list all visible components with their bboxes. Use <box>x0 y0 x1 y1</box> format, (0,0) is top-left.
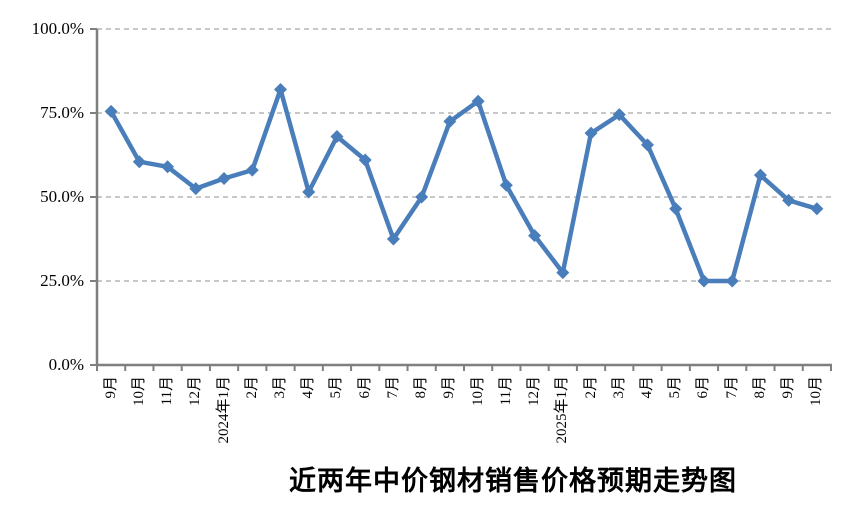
y-axis-tick-label: 25.0% <box>40 271 84 290</box>
x-axis-tick-label-text: 10月 <box>469 376 486 407</box>
x-axis-tick-label-text: 2月 <box>582 376 599 399</box>
data-point-marker <box>669 202 683 216</box>
x-axis-tick-label-text: 12月 <box>526 376 543 407</box>
data-point-marker <box>358 153 372 167</box>
x-axis-tick-label-text: 2024年1月 <box>215 376 232 444</box>
chart-title: 近两年中价钢材销售价格预期走势图 <box>289 466 737 496</box>
x-axis-tick-label-text: 9月 <box>441 376 458 399</box>
y-axis-tick-label: 75.0% <box>40 103 84 122</box>
data-point-marker <box>217 172 231 186</box>
data-point-marker <box>782 193 796 207</box>
x-axis-tick-label-text: 5月 <box>328 376 345 399</box>
x-axis-tick-label-text: 9月 <box>780 376 797 399</box>
data-point-marker <box>612 108 626 122</box>
x-axis-tick-label-text: 3月 <box>272 376 288 399</box>
y-axis-tick-label: 100.0% <box>31 19 84 38</box>
x-axis-tick-label-text: 2月 <box>243 376 260 399</box>
data-point-marker <box>725 274 739 288</box>
x-axis-tick-label-text: 11月 <box>159 376 176 406</box>
x-axis-tick-label-text: 7月 <box>723 376 740 399</box>
x-axis-tick-label-text: 3月 <box>610 376 627 399</box>
x-axis-tick-label-text: 6月 <box>695 376 712 399</box>
data-point-marker <box>386 232 400 246</box>
x-axis-tick-label-text: 9月 <box>102 376 119 399</box>
x-axis-tick-label-text: 8月 <box>751 376 768 399</box>
x-axis-tick-label-text: 10月 <box>808 376 825 407</box>
data-point-marker <box>443 114 457 128</box>
data-point-marker <box>499 178 513 192</box>
data-point-marker <box>104 104 118 118</box>
x-axis-tick-label-text: 12月 <box>187 376 204 407</box>
series-line <box>108 87 820 284</box>
y-axis-tick-label: 0.0% <box>48 355 84 374</box>
data-point-marker <box>330 130 344 144</box>
data-point-marker <box>641 138 654 152</box>
x-axis-tick-label-text: 4月 <box>639 376 655 399</box>
x-axis-tick-label-text: 6月 <box>356 376 373 399</box>
data-point-marker <box>245 163 259 177</box>
data-point-marker <box>161 160 175 174</box>
x-axis-tick-label-text: 8月 <box>413 376 430 399</box>
x-axis-tick-label-text: 4月 <box>300 376 317 399</box>
data-point-marker <box>753 168 767 182</box>
data-point-marker <box>584 126 598 140</box>
data-point-marker <box>189 182 203 196</box>
x-axis-tick-label-text: 11月 <box>497 376 514 406</box>
data-point-marker <box>556 266 570 280</box>
x-axis-tick-label-text: 5月 <box>667 376 684 399</box>
data-point-marker <box>697 274 711 288</box>
data-point-marker <box>132 155 146 169</box>
x-axis-tick-label-text: 7月 <box>384 376 401 399</box>
data-point-marker <box>415 190 429 204</box>
data-point-marker <box>810 202 824 216</box>
data-point-marker <box>302 185 316 199</box>
data-point-marker <box>274 82 287 96</box>
data-point-marker <box>471 94 485 108</box>
data-point-marker <box>528 229 542 243</box>
x-axis-tick-label-text: 10月 <box>130 376 147 407</box>
x-axis-tick-label-text: 2025年1月 <box>554 376 571 444</box>
y-axis-tick-label: 50.0% <box>40 187 84 206</box>
